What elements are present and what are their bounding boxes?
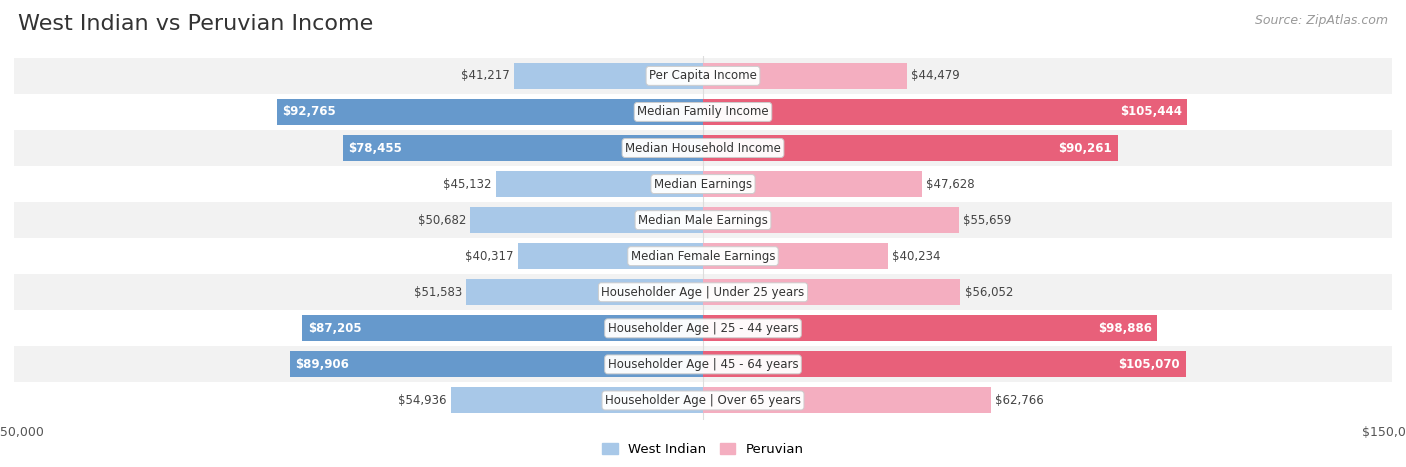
Text: Median Household Income: Median Household Income: [626, 142, 780, 155]
Bar: [703, 243, 887, 269]
Bar: [14, 238, 1392, 274]
Bar: [343, 135, 703, 161]
Bar: [14, 274, 1392, 310]
Text: $44,479: $44,479: [911, 70, 960, 82]
Text: $92,765: $92,765: [283, 106, 336, 119]
Bar: [465, 279, 703, 305]
Bar: [14, 382, 1392, 418]
Text: $45,132: $45,132: [443, 177, 492, 191]
Bar: [14, 310, 1392, 347]
Bar: [470, 207, 703, 233]
Text: $89,906: $89,906: [295, 358, 350, 371]
Bar: [14, 130, 1392, 166]
Text: $98,886: $98,886: [1098, 322, 1152, 335]
Text: $87,205: $87,205: [308, 322, 361, 335]
Bar: [703, 135, 1118, 161]
Text: Householder Age | Under 25 years: Householder Age | Under 25 years: [602, 286, 804, 299]
Bar: [14, 94, 1392, 130]
Text: Householder Age | 25 - 44 years: Householder Age | 25 - 44 years: [607, 322, 799, 335]
Text: $54,936: $54,936: [398, 394, 447, 407]
Text: $55,659: $55,659: [963, 213, 1011, 226]
Bar: [703, 388, 991, 413]
Text: $62,766: $62,766: [995, 394, 1045, 407]
Text: West Indian vs Peruvian Income: West Indian vs Peruvian Income: [18, 14, 374, 34]
Text: $47,628: $47,628: [927, 177, 974, 191]
Text: $50,682: $50,682: [418, 213, 465, 226]
Bar: [290, 351, 703, 377]
Bar: [302, 315, 703, 341]
Text: Householder Age | Over 65 years: Householder Age | Over 65 years: [605, 394, 801, 407]
Text: $40,234: $40,234: [891, 250, 941, 263]
Text: $51,583: $51,583: [413, 286, 463, 299]
Bar: [703, 351, 1185, 377]
Bar: [14, 166, 1392, 202]
Bar: [496, 171, 703, 197]
Text: $56,052: $56,052: [965, 286, 1012, 299]
Text: Median Female Earnings: Median Female Earnings: [631, 250, 775, 263]
Text: Median Earnings: Median Earnings: [654, 177, 752, 191]
Text: Median Male Earnings: Median Male Earnings: [638, 213, 768, 226]
Bar: [14, 202, 1392, 238]
Bar: [703, 99, 1187, 125]
Text: Householder Age | 45 - 64 years: Householder Age | 45 - 64 years: [607, 358, 799, 371]
Bar: [517, 243, 703, 269]
Text: $78,455: $78,455: [349, 142, 402, 155]
Bar: [703, 279, 960, 305]
Bar: [703, 63, 907, 89]
Bar: [14, 347, 1392, 382]
Bar: [703, 207, 959, 233]
Text: $105,070: $105,070: [1118, 358, 1180, 371]
Bar: [703, 315, 1157, 341]
Text: $90,261: $90,261: [1059, 142, 1112, 155]
Text: $41,217: $41,217: [461, 70, 509, 82]
Bar: [14, 58, 1392, 94]
Bar: [703, 171, 922, 197]
Bar: [513, 63, 703, 89]
Text: Median Family Income: Median Family Income: [637, 106, 769, 119]
Text: Per Capita Income: Per Capita Income: [650, 70, 756, 82]
Legend: West Indian, Peruvian: West Indian, Peruvian: [596, 438, 810, 461]
Bar: [277, 99, 703, 125]
Text: $40,317: $40,317: [465, 250, 513, 263]
Bar: [451, 388, 703, 413]
Text: $105,444: $105,444: [1119, 106, 1182, 119]
Text: Source: ZipAtlas.com: Source: ZipAtlas.com: [1254, 14, 1388, 27]
